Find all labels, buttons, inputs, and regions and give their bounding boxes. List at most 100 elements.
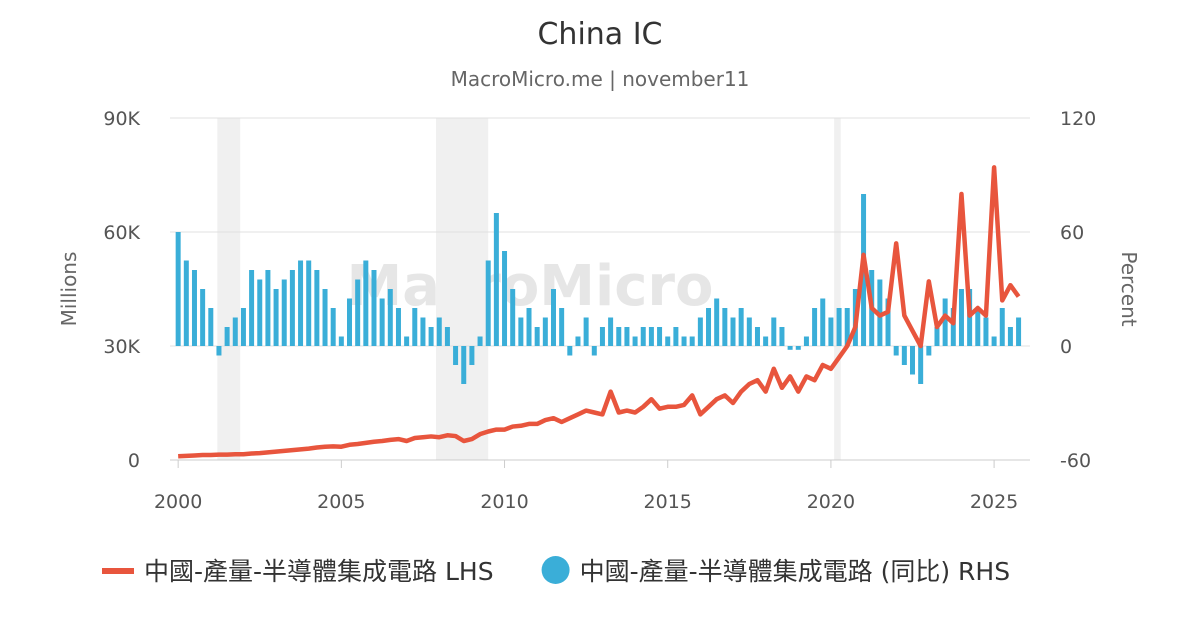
bar xyxy=(436,317,442,346)
bar xyxy=(306,260,312,346)
bar xyxy=(591,346,597,356)
bar xyxy=(958,289,964,346)
y2-axis-label: Percent xyxy=(1117,251,1141,326)
chart-title: China IC xyxy=(537,17,662,52)
bar xyxy=(624,327,630,346)
bar xyxy=(779,327,785,346)
bar xyxy=(347,298,353,346)
bar xyxy=(191,270,197,346)
y2-tick-label: 60 xyxy=(1060,222,1084,244)
bar xyxy=(232,317,238,346)
bar xyxy=(844,308,850,346)
bar xyxy=(795,346,801,350)
bar xyxy=(648,327,654,346)
y2-tick-label: -60 xyxy=(1060,450,1091,472)
bar xyxy=(461,346,467,384)
bar xyxy=(583,317,589,346)
bar xyxy=(216,346,222,356)
legend-marker xyxy=(541,556,570,584)
bar xyxy=(550,289,556,346)
bar xyxy=(599,327,605,346)
bar xyxy=(1016,317,1022,346)
bar xyxy=(249,270,255,346)
bar xyxy=(428,327,434,346)
bar xyxy=(183,260,189,346)
bar xyxy=(412,308,418,346)
x-tick-label: 2020 xyxy=(807,491,855,513)
bar xyxy=(485,260,491,346)
x-tick-label: 2010 xyxy=(480,491,528,513)
bar xyxy=(714,298,720,346)
bar xyxy=(542,317,548,346)
bar xyxy=(730,317,736,346)
y-tick-label: 60K xyxy=(103,222,140,244)
bar xyxy=(608,317,614,346)
bar xyxy=(689,336,695,346)
bar xyxy=(338,336,344,346)
bar xyxy=(281,279,287,346)
bar xyxy=(657,327,663,346)
bar xyxy=(208,308,214,346)
bar xyxy=(828,317,834,346)
bar xyxy=(363,260,369,346)
bar xyxy=(453,346,459,365)
y-tick-label: 90K xyxy=(103,108,140,130)
bar xyxy=(803,336,809,346)
bar xyxy=(526,308,532,346)
bar xyxy=(681,336,687,346)
bar xyxy=(240,308,246,346)
bar xyxy=(175,232,181,346)
bar xyxy=(975,308,981,346)
bar xyxy=(265,270,271,346)
bar xyxy=(942,298,948,346)
y2-tick-label: 0 xyxy=(1060,336,1072,358)
bar xyxy=(575,336,581,346)
legend-label: 中國-產量-半導體集成電路 LHS xyxy=(144,557,494,586)
bar xyxy=(477,336,483,346)
bar xyxy=(665,336,671,346)
bar xyxy=(502,251,508,346)
bar xyxy=(257,279,263,346)
bar xyxy=(289,270,295,346)
bar xyxy=(559,308,565,346)
bar xyxy=(901,346,907,365)
line xyxy=(178,165,1021,459)
chart-subtitle: MacroMicro.me | november11 xyxy=(451,67,750,91)
bar xyxy=(812,308,818,346)
x-tick-label: 2005 xyxy=(317,491,365,513)
recession-band xyxy=(435,118,489,460)
bar xyxy=(999,308,1005,346)
bar xyxy=(983,317,989,346)
bar xyxy=(746,317,752,346)
bar xyxy=(706,308,712,346)
bar xyxy=(518,317,524,346)
bar xyxy=(640,327,646,346)
bar xyxy=(314,270,320,346)
bar xyxy=(722,308,728,346)
bar xyxy=(1007,327,1013,346)
bar xyxy=(934,327,940,346)
bar xyxy=(893,346,899,356)
bar xyxy=(926,346,932,356)
x-tick-label: 2025 xyxy=(970,491,1018,513)
bar xyxy=(379,298,385,346)
bar xyxy=(950,308,956,346)
bar xyxy=(387,289,393,346)
bar xyxy=(534,327,540,346)
bar xyxy=(763,336,769,346)
bar xyxy=(632,336,638,346)
bar xyxy=(355,279,361,346)
bar xyxy=(885,298,891,346)
bar xyxy=(820,298,826,346)
bar xyxy=(787,346,793,350)
bar xyxy=(224,327,230,346)
bar xyxy=(371,270,377,346)
bar xyxy=(420,317,426,346)
x-tick-label: 2000 xyxy=(154,491,202,513)
y-axis-label: Millions xyxy=(57,252,81,327)
bar xyxy=(673,327,679,346)
bar xyxy=(991,336,997,346)
bar xyxy=(697,317,703,346)
bar xyxy=(771,317,777,346)
